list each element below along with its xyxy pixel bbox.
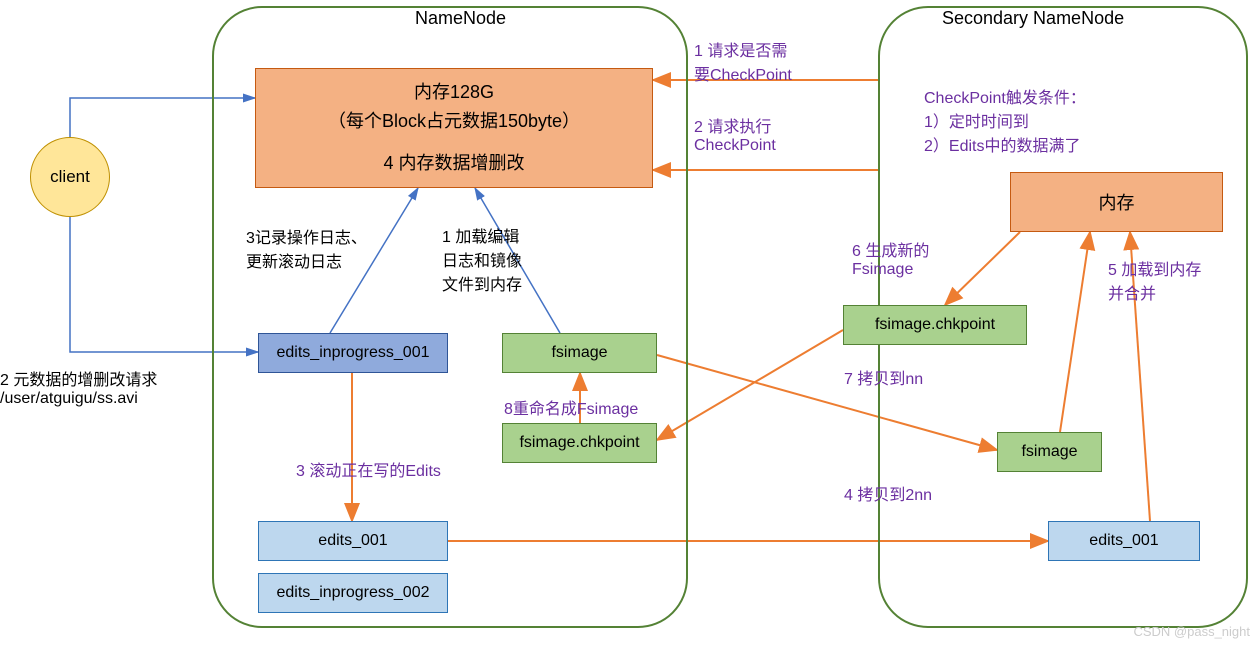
edits-001-nn-node: edits_001 xyxy=(258,521,448,561)
watermark: CSDN @pass_night xyxy=(1133,624,1250,639)
step8-label: 8重命名成Fsimage xyxy=(504,395,638,419)
checkpoint-trigger-label: CheckPoint触发条件： 1）定时时间到 2）Edits中的数据满了 xyxy=(924,84,1086,156)
fsimage-chkpoint-snn-node: fsimage.chkpoint xyxy=(843,305,1027,345)
step1-load-label: 1 加载编辑 日志和镜像 文件到内存 xyxy=(442,223,522,295)
step6-label: 6 生成新的 Fsimage xyxy=(852,237,929,279)
client-node: client xyxy=(30,137,110,217)
edits-001-nn-label: edits_001 xyxy=(318,532,387,550)
edits-001-snn-node: edits_001 xyxy=(1048,521,1200,561)
fsimage-chk-snn-label: fsimage.chkpoint xyxy=(875,316,995,334)
memory-snn-node: 内存 xyxy=(1010,172,1223,232)
fsimage-nn-label: fsimage xyxy=(551,344,607,362)
fsimage-nn-node: fsimage xyxy=(502,333,657,373)
fsimage-snn-label: fsimage xyxy=(1021,443,1077,461)
step1-checkpoint-req-label: 1 请求是否需 要CheckPoint xyxy=(694,37,792,85)
secondary-title: Secondary NameNode xyxy=(942,8,1124,29)
edits-inprogress-001-node: edits_inprogress_001 xyxy=(258,333,448,373)
client-label: client xyxy=(50,167,90,187)
step2-request-label: 2 元数据的增删改请求 /user/atguigu/ss.avi xyxy=(0,366,157,408)
namenode-title: NameNode xyxy=(415,8,506,29)
memory-node: 内存128G （每个Block占元数据150byte） 4 内存数据增删改 xyxy=(255,68,653,188)
step7-label: 7 拷贝到nn xyxy=(844,365,923,389)
step3-record-label: 3记录操作日志、 更新滚动日志 xyxy=(246,224,367,272)
step5-label: 5 加载到内存 并合并 xyxy=(1108,256,1201,304)
edits-inprog-002-label: edits_inprogress_002 xyxy=(277,584,430,602)
step4-label: 4 拷贝到2nn xyxy=(844,481,932,505)
memory-line3: 4 内存数据增删改 xyxy=(383,149,524,178)
memory-line2: （每个Block占元数据150byte） xyxy=(328,107,580,136)
fsimage-chk-nn-label: fsimage.chkpoint xyxy=(519,434,639,452)
memory-line1: 内存128G xyxy=(414,78,494,107)
fsimage-snn-node: fsimage xyxy=(997,432,1102,472)
edits-inprog-001-label: edits_inprogress_001 xyxy=(277,344,430,362)
fsimage-chkpoint-nn-node: fsimage.chkpoint xyxy=(502,423,657,463)
step3-roll-label: 3 滚动正在写的Edits xyxy=(296,457,441,481)
edits-001-snn-label: edits_001 xyxy=(1089,532,1158,550)
edits-inprogress-002-node: edits_inprogress_002 xyxy=(258,573,448,613)
memory-snn-label: 内存 xyxy=(1099,189,1135,215)
step2-checkpoint-exec-label: 2 请求执行 CheckPoint xyxy=(694,113,776,155)
